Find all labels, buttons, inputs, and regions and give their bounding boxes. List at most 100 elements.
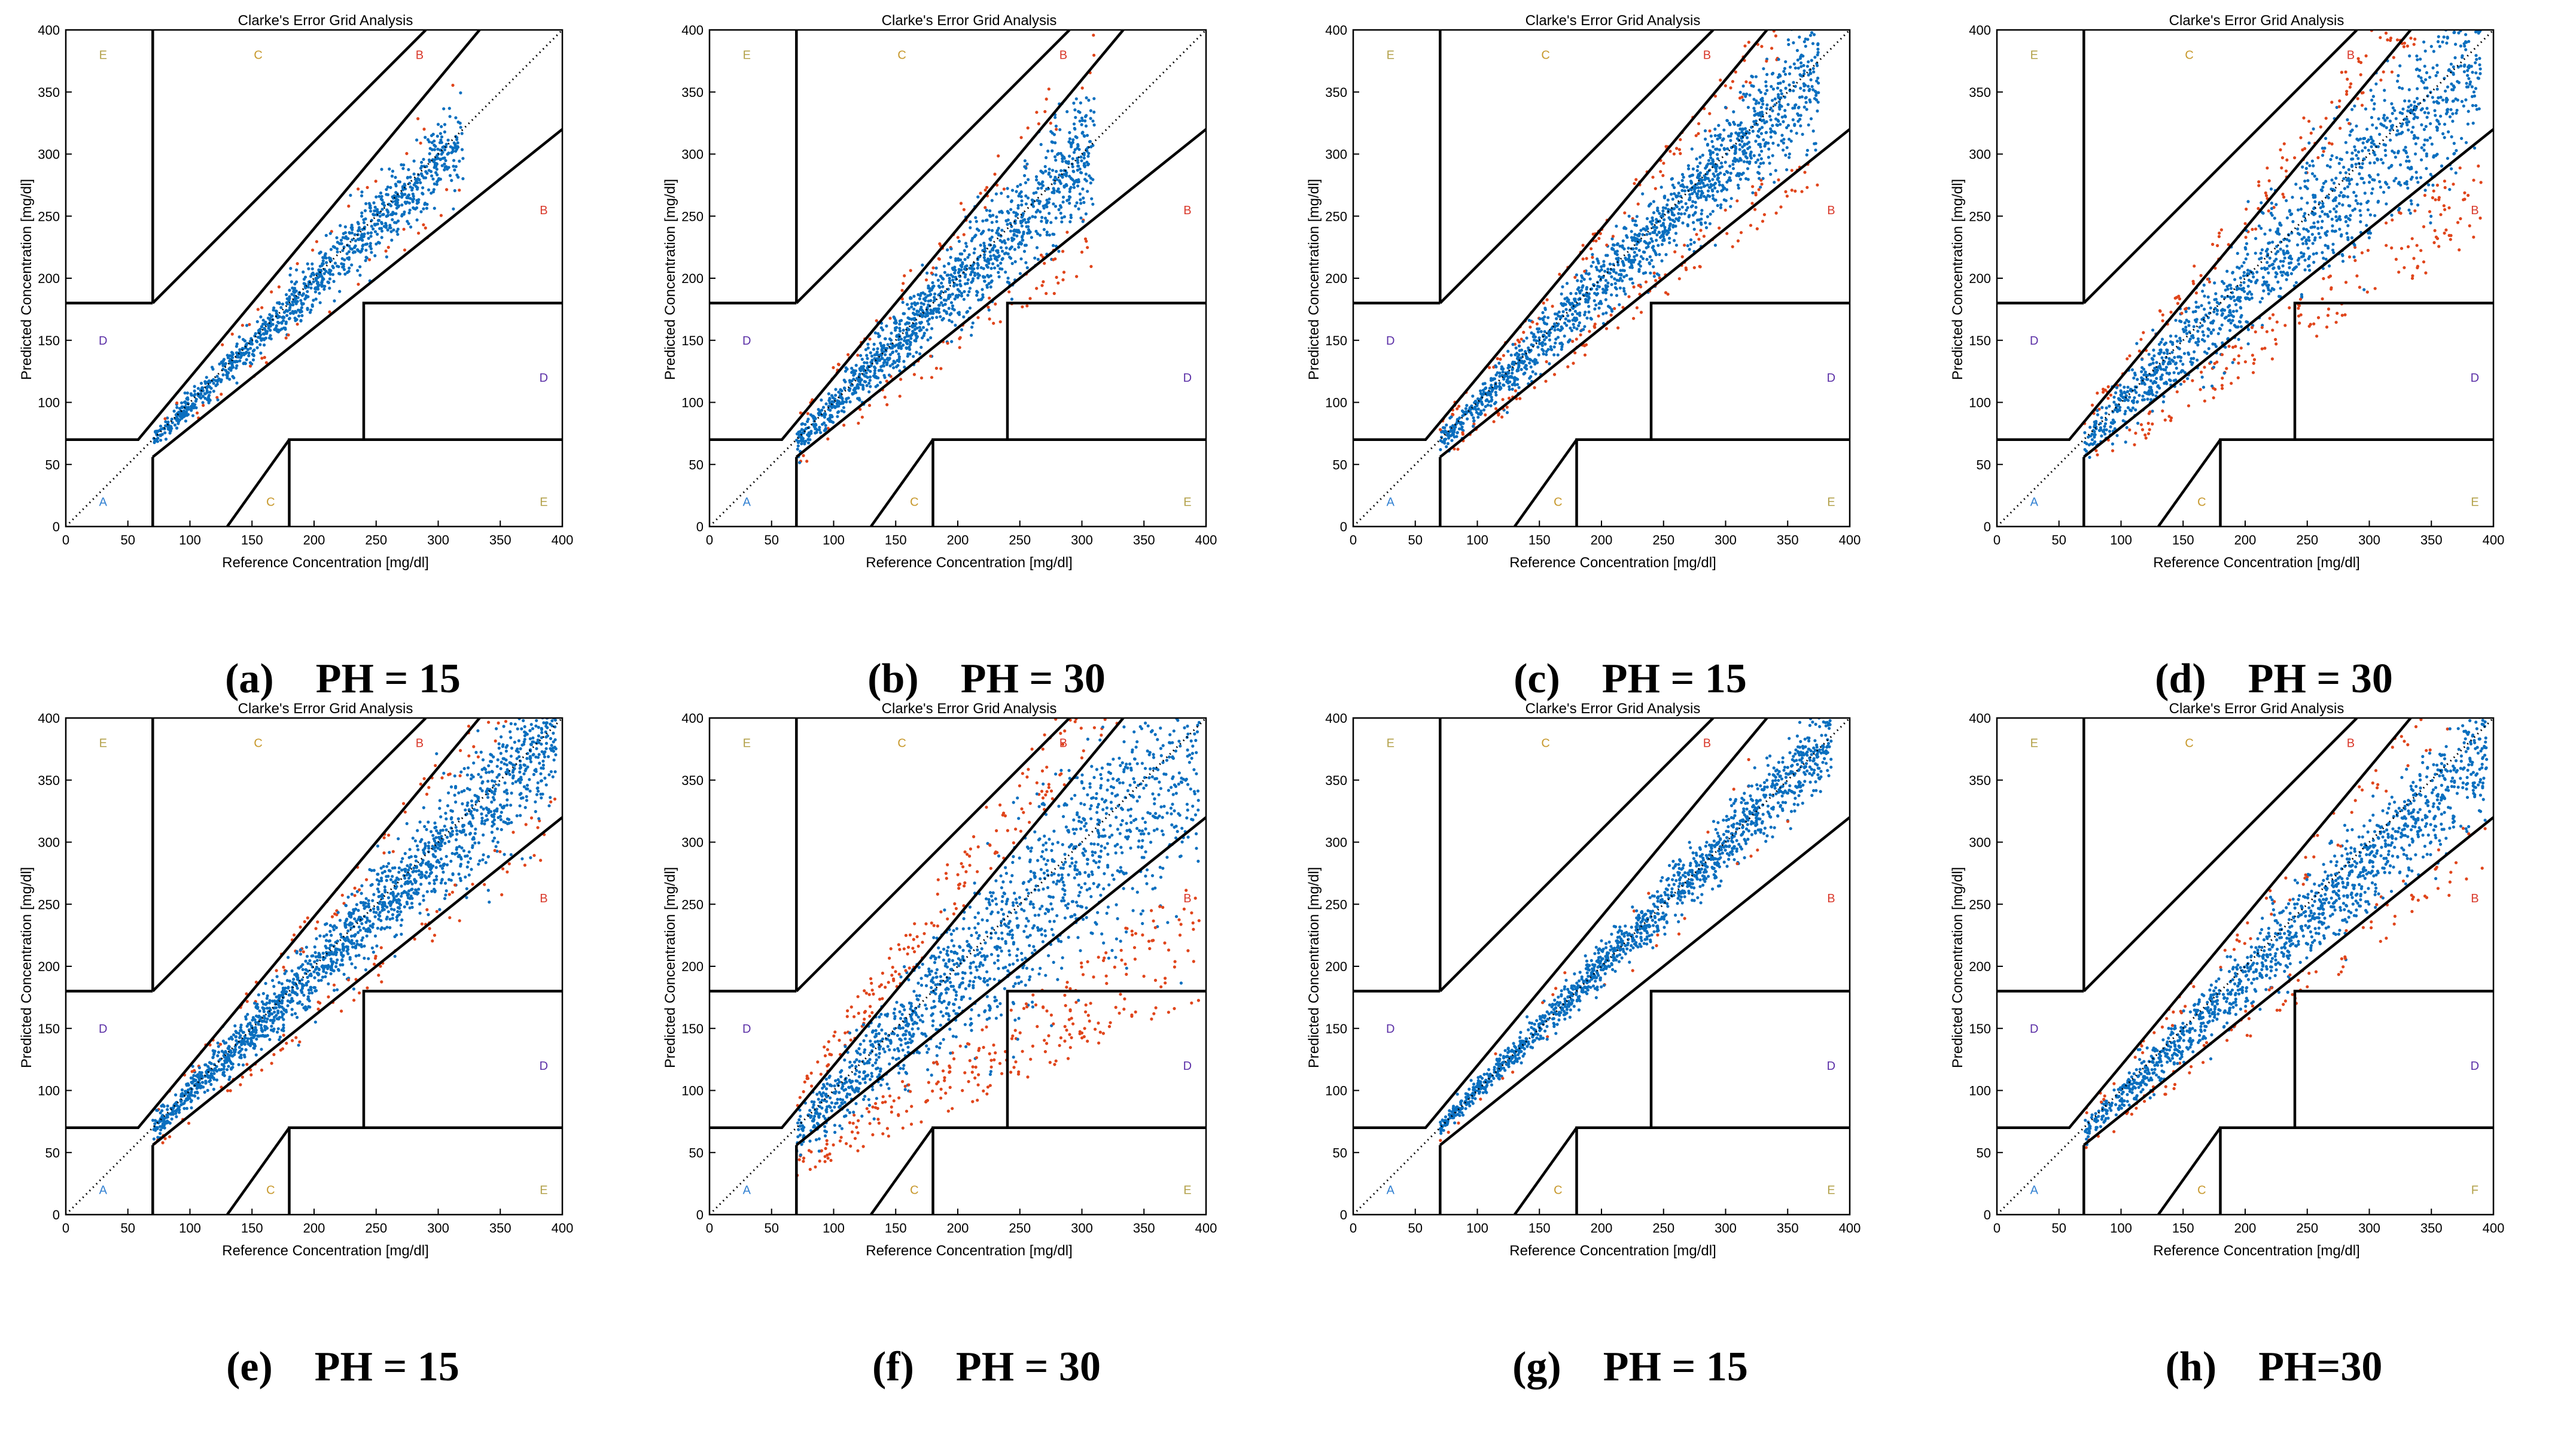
data-point (807, 442, 810, 445)
data-point (988, 229, 991, 232)
data-point (1558, 342, 1561, 345)
data-point (2465, 82, 2468, 85)
data-point (1076, 201, 1079, 204)
data-point (1447, 433, 1450, 436)
outlier-point (2443, 204, 2446, 207)
outlier-point (1693, 266, 1696, 269)
data-point (1573, 326, 1576, 329)
data-point (1649, 255, 1652, 258)
data-point (1036, 199, 1039, 202)
data-point (1533, 363, 1536, 366)
data-point (1735, 174, 1738, 177)
data-point (1636, 215, 1639, 218)
data-point (1622, 287, 1625, 290)
data-point (1707, 159, 1710, 162)
data-point (443, 123, 446, 126)
y-tick-label: 100 (38, 396, 60, 410)
data-point (422, 207, 425, 210)
data-point (1606, 267, 1609, 270)
data-point (340, 239, 343, 242)
data-point (1811, 42, 1814, 45)
data-point (1748, 160, 1751, 163)
data-point (354, 239, 357, 242)
data-point (1609, 272, 1612, 275)
outlier-point (1743, 44, 1746, 47)
outlier-point (2161, 409, 2164, 412)
data-point (1722, 185, 1725, 188)
data-point (1567, 298, 1570, 301)
data-point (417, 198, 420, 201)
outlier-point (1583, 344, 1586, 347)
outlier-point (1484, 413, 1487, 416)
data-point (397, 220, 400, 223)
data-point (1610, 283, 1613, 286)
data-point (888, 373, 891, 376)
zone-line-upper-B (796, 30, 1070, 303)
data-point (443, 168, 446, 171)
data-point (244, 362, 247, 365)
data-point (1573, 318, 1576, 321)
data-point (211, 366, 214, 369)
data-point (263, 343, 266, 346)
data-point (1068, 137, 1071, 140)
x-tick-label: 150 (885, 533, 907, 547)
data-point (902, 360, 905, 363)
outlier-point (1623, 211, 1626, 214)
data-point (391, 195, 394, 198)
data-point (1080, 171, 1083, 174)
data-point (1475, 411, 1478, 414)
data-point (1065, 162, 1068, 165)
outlier-point (2331, 142, 2334, 145)
data-point (245, 324, 248, 327)
data-point (1082, 196, 1085, 199)
data-point (1803, 105, 1806, 108)
data-point (209, 391, 212, 394)
data-point (2228, 329, 2231, 332)
data-point (1737, 134, 1740, 137)
data-point (1757, 101, 1760, 104)
data-point (1520, 368, 1523, 371)
data-point (437, 179, 440, 182)
data-point (1079, 217, 1082, 220)
data-point (917, 310, 920, 313)
data-point (343, 273, 346, 276)
data-point (1548, 332, 1551, 335)
data-point (1560, 293, 1563, 296)
data-point (951, 279, 954, 282)
data-point (887, 343, 890, 346)
data-point (424, 136, 427, 139)
outlier-point (988, 318, 991, 321)
data-point (983, 256, 986, 259)
y-tick-label: 50 (1333, 457, 1347, 472)
outlier-point (2193, 264, 2196, 267)
zone-label-A: A (1387, 496, 1395, 509)
data-point (2231, 361, 2234, 364)
data-point (1805, 101, 1808, 104)
data-point (1051, 141, 1054, 144)
data-point (2452, 100, 2455, 103)
data-point (982, 296, 985, 299)
data-point (1811, 13, 1814, 16)
data-point (2432, 101, 2435, 104)
data-point (1007, 276, 1010, 279)
y-tick-label: 0 (53, 519, 60, 534)
data-point (1721, 139, 1724, 142)
data-point (1752, 107, 1755, 109)
outlier-point (1573, 276, 1576, 279)
zone-label-C: C (1541, 49, 1549, 62)
data-point (1655, 233, 1658, 236)
data-point (814, 416, 817, 419)
data-point (314, 290, 317, 293)
data-point (2168, 357, 2171, 360)
data-point (269, 328, 272, 331)
data-point (1719, 133, 1722, 136)
data-point (1520, 349, 1523, 352)
outlier-point (1697, 238, 1700, 241)
data-point (1817, 91, 1820, 94)
data-point (1587, 311, 1590, 314)
data-point (830, 420, 833, 423)
data-point (925, 272, 928, 275)
data-point (1694, 206, 1697, 209)
outlier-point (2327, 314, 2330, 317)
data-point (1525, 357, 1528, 360)
